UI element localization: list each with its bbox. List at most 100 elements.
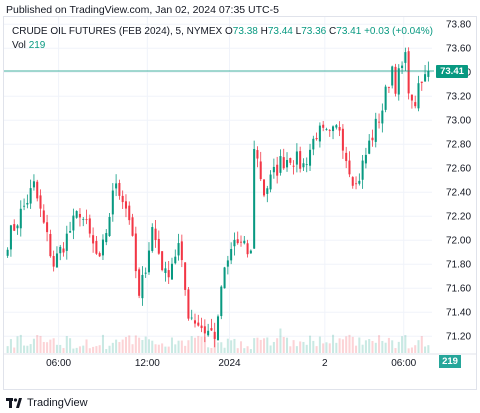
volume-bar bbox=[305, 344, 308, 353]
volume-bar bbox=[190, 336, 193, 353]
candle-body bbox=[348, 160, 351, 175]
candle-body bbox=[164, 268, 167, 273]
volume-bar bbox=[72, 348, 75, 353]
x-tick-label: 12:00 bbox=[135, 358, 160, 369]
candle-body bbox=[147, 250, 150, 273]
candle-body bbox=[341, 128, 344, 151]
volume-badge: 219 bbox=[439, 355, 461, 368]
volume-bar bbox=[177, 340, 180, 353]
candle-body bbox=[239, 241, 243, 243]
footer[interactable]: TradingView bbox=[6, 396, 88, 410]
volume-bar bbox=[424, 346, 427, 353]
volume-bar bbox=[124, 337, 127, 353]
volume-bar bbox=[180, 340, 183, 353]
y-tick-label: 71.40 bbox=[446, 308, 471, 319]
volume-bar bbox=[302, 341, 305, 353]
volume-bar bbox=[108, 345, 111, 353]
volume-bar bbox=[105, 349, 108, 353]
volume-bar bbox=[36, 335, 39, 353]
candle-body bbox=[332, 126, 335, 132]
volume-bar bbox=[13, 347, 16, 353]
y-tick-label: 73.60 bbox=[446, 44, 471, 55]
volume-bar bbox=[276, 338, 279, 353]
close-value: 73.41 bbox=[336, 26, 362, 37]
volume-bar bbox=[88, 348, 91, 353]
volume-bar bbox=[118, 341, 121, 353]
volume-bar bbox=[246, 346, 249, 353]
x-tick-label: 06:00 bbox=[46, 358, 71, 369]
volume-bar bbox=[289, 346, 292, 353]
volume-bar bbox=[174, 344, 177, 353]
candle-body bbox=[404, 52, 407, 63]
candle-body bbox=[82, 218, 85, 220]
candle-body bbox=[338, 126, 341, 131]
grid-lines bbox=[4, 17, 432, 353]
y-tick-label: 73.80 bbox=[446, 20, 471, 31]
candle-body bbox=[351, 177, 354, 186]
volume-bar bbox=[121, 339, 124, 353]
candle-body bbox=[355, 183, 358, 185]
candle-body bbox=[144, 272, 147, 274]
open-label: O bbox=[225, 26, 233, 37]
candle-body bbox=[424, 74, 427, 82]
volume-bar bbox=[345, 336, 348, 353]
candle-body bbox=[272, 166, 275, 173]
volume-bar bbox=[134, 335, 137, 353]
volume-bar bbox=[69, 338, 72, 353]
candle-body bbox=[105, 233, 108, 243]
volume-bar bbox=[193, 337, 197, 353]
y-tick-label: 73.00 bbox=[446, 116, 471, 127]
volume-bar bbox=[315, 346, 318, 353]
candle-body bbox=[55, 253, 58, 268]
volume-bar bbox=[351, 336, 354, 353]
candle-body bbox=[193, 320, 197, 324]
volume-bar bbox=[223, 347, 226, 353]
candle-body bbox=[49, 233, 52, 257]
volume-bar bbox=[299, 341, 302, 353]
volume-bar bbox=[144, 336, 147, 353]
candle-body bbox=[226, 260, 229, 267]
volume-bar bbox=[374, 342, 377, 353]
candle-body bbox=[286, 159, 289, 168]
volume-bar bbox=[259, 339, 262, 353]
candle-body bbox=[78, 213, 81, 218]
candle-body bbox=[19, 208, 22, 229]
volume-bar bbox=[170, 337, 174, 353]
volume-bar bbox=[401, 336, 404, 353]
volume-bar bbox=[6, 346, 9, 353]
volume-bar bbox=[397, 341, 400, 353]
candle-body bbox=[427, 71, 430, 77]
candle-body bbox=[312, 138, 315, 150]
candle-body bbox=[69, 231, 72, 233]
volume-bar bbox=[272, 341, 275, 353]
candle-body bbox=[387, 87, 390, 88]
y-tick-label: 72.40 bbox=[446, 188, 471, 199]
volume-bar bbox=[111, 342, 114, 353]
volume-bar bbox=[203, 336, 206, 353]
volume-bar bbox=[404, 335, 407, 353]
candle-body bbox=[118, 182, 121, 196]
x-axis: 06:00 12:00 2024 2 06:00 bbox=[46, 358, 417, 369]
candle-body bbox=[124, 201, 127, 209]
candle-body bbox=[220, 286, 223, 317]
y-tick-label: 73.20 bbox=[446, 92, 471, 103]
candlestick-chart[interactable]: 73.8073.6073.4073.2073.0072.8072.6072.40… bbox=[4, 17, 476, 389]
candle-body bbox=[315, 138, 318, 140]
volume-bar bbox=[131, 344, 134, 353]
volume-bar bbox=[282, 337, 285, 353]
candle-body bbox=[177, 243, 180, 256]
candle-body bbox=[138, 269, 141, 296]
candle-body bbox=[141, 274, 144, 299]
candle-body bbox=[184, 262, 187, 290]
candle-body bbox=[328, 129, 331, 131]
candle-body bbox=[32, 181, 35, 188]
candle-body bbox=[302, 163, 305, 168]
volume-bar bbox=[387, 337, 390, 353]
candle-body bbox=[52, 256, 55, 267]
volume-bar bbox=[292, 340, 295, 353]
candle-body bbox=[98, 253, 101, 257]
change-value: +0.03 (+0.04%) bbox=[364, 26, 434, 37]
volume-bar bbox=[19, 334, 22, 353]
volume-bar bbox=[318, 336, 321, 353]
high-value: 73.44 bbox=[267, 26, 293, 37]
